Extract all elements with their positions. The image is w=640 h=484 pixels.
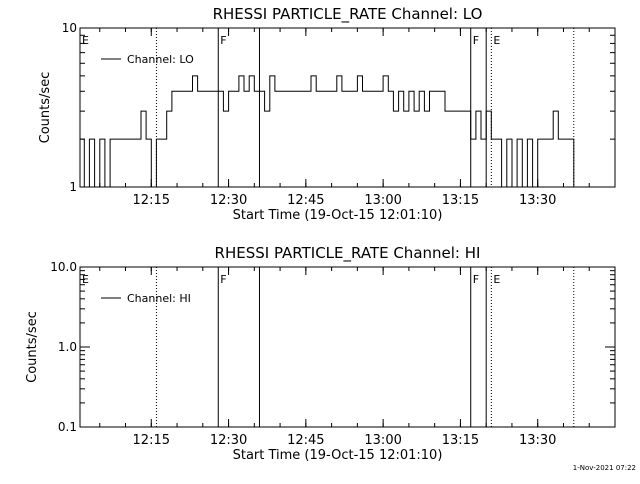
y-tick-label: 1	[69, 180, 77, 194]
x-tick-label: 13:15	[442, 433, 479, 448]
y-tick-label: 1.0	[58, 340, 77, 354]
x-tick-label: 12:45	[287, 433, 324, 448]
flag-marker-label: E	[493, 34, 500, 47]
x-tick-label: 12:30	[210, 193, 247, 208]
x-tick-label: 12:45	[287, 193, 324, 208]
y-axis-label: Counts/sec	[38, 72, 53, 144]
y-tick-label: 10	[62, 21, 77, 35]
series-line	[80, 75, 579, 188]
x-tick-label: 12:30	[210, 433, 247, 448]
flag-marker-label: E	[82, 273, 89, 286]
x-tick-label: 12:15	[133, 193, 170, 208]
x-axis-label: Start Time (19-Oct-15 12:01:10)	[233, 208, 443, 223]
y-axis-label: Counts/sec	[25, 311, 40, 383]
x-axis-label: Start Time (19-Oct-15 12:01:10)	[233, 448, 443, 463]
flag-marker-label: E	[493, 273, 500, 286]
x-tick-label: 13:00	[364, 193, 401, 208]
plot-frame	[79, 27, 616, 188]
chart-title: RHESSI PARTICLE_RATE Channel: LO	[213, 5, 483, 24]
x-tick-label: 13:15	[442, 193, 479, 208]
x-tick-label: 13:00	[364, 433, 401, 448]
flag-marker-label: F	[473, 273, 479, 286]
flag-marker-label: F	[473, 34, 479, 47]
legend-entry: Channel: HI	[127, 292, 191, 305]
print-timestamp: 1-Nov-2021 07:22	[572, 464, 636, 472]
y-tick-label: 10.0	[50, 260, 77, 274]
flag-marker-label: F	[220, 34, 226, 47]
flag-marker-label: E	[82, 34, 89, 47]
chart-title: RHESSI PARTICLE_RATE Channel: HI	[215, 244, 481, 263]
x-tick-label: 13:30	[519, 433, 556, 448]
x-tick-label: 12:15	[133, 433, 170, 448]
legend-entry: Channel: LO	[127, 53, 194, 66]
flag-marker-label: F	[220, 273, 226, 286]
plot-frame	[79, 266, 616, 428]
x-tick-label: 13:30	[519, 193, 556, 208]
y-tick-label: 0.1	[58, 420, 77, 434]
